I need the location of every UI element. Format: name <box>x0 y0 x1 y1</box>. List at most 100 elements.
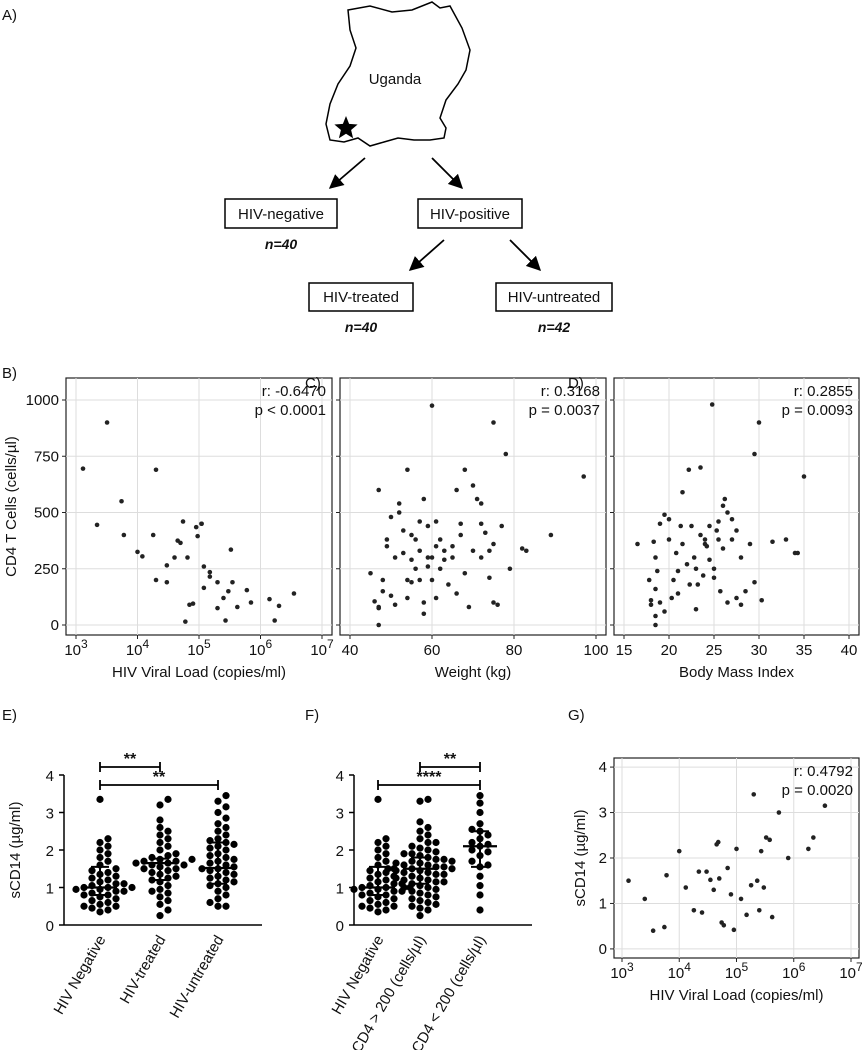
data-point <box>164 835 172 843</box>
y-tick-label: 2 <box>336 843 344 860</box>
data-point <box>437 537 443 542</box>
data-point <box>478 501 484 506</box>
data-point <box>424 831 432 839</box>
data-point <box>806 846 811 852</box>
data-point <box>374 838 382 847</box>
y-tick-label: 250 <box>34 561 59 578</box>
data-point <box>425 523 431 529</box>
data-point <box>153 577 159 583</box>
country-label: Uganda <box>369 71 422 88</box>
data-point <box>409 579 414 585</box>
data-point <box>156 816 164 824</box>
data-point <box>751 792 757 797</box>
data-point <box>135 549 140 555</box>
hiv-treated-n: n=40 <box>345 319 378 335</box>
x-tick-label: 106 <box>249 637 273 659</box>
data-point <box>429 577 435 583</box>
data-point <box>770 539 775 545</box>
data-point <box>476 792 484 800</box>
data-point <box>519 546 525 551</box>
data-point <box>424 846 432 854</box>
hiv-negative-label: HIV-negative <box>238 206 324 223</box>
data-point <box>437 566 443 572</box>
data-point <box>408 850 416 858</box>
data-point <box>148 853 156 862</box>
data-point <box>433 519 439 524</box>
data-point <box>448 865 456 873</box>
data-point <box>662 512 667 518</box>
data-point <box>88 867 96 875</box>
data-point <box>653 622 658 628</box>
x-tick-label: 40 <box>342 642 359 659</box>
data-point <box>388 514 394 520</box>
data-point <box>164 842 172 850</box>
stat-annotation: r: 0.2855 <box>794 383 853 400</box>
data-point <box>416 835 424 843</box>
panel-label-e: E) <box>2 707 17 724</box>
x-tick-label: 103 <box>64 637 88 659</box>
data-point <box>734 846 739 852</box>
data-point <box>72 885 80 893</box>
data-point <box>722 496 728 502</box>
data-point <box>491 600 496 605</box>
x-tick-label: 15 <box>616 642 633 659</box>
data-point <box>221 595 226 601</box>
data-point <box>416 844 424 852</box>
data-point <box>164 795 172 803</box>
x-tick-label: 35 <box>796 642 813 659</box>
data-point <box>720 503 726 509</box>
significance-label: ** <box>444 751 457 768</box>
data-point <box>466 604 472 610</box>
data-point <box>462 570 468 576</box>
data-point <box>104 835 112 843</box>
stat-annotation: p = 0.0093 <box>782 402 853 419</box>
data-point <box>758 848 764 854</box>
x-tick-label: 25 <box>706 642 723 659</box>
data-point <box>756 907 762 913</box>
data-point <box>476 891 484 899</box>
data-point <box>704 869 709 874</box>
data-point <box>187 602 192 608</box>
data-point <box>684 561 690 567</box>
data-point <box>429 403 435 408</box>
data-point <box>454 591 459 596</box>
data-point <box>700 573 706 578</box>
data-point <box>408 887 416 895</box>
data-point <box>272 618 277 623</box>
data-point <box>711 566 717 572</box>
data-point <box>680 541 685 547</box>
data-point <box>675 568 681 574</box>
y-tick-label: 3 <box>599 805 607 822</box>
data-point <box>400 883 408 892</box>
data-point <box>121 532 127 538</box>
hiv-positive-box <box>417 198 523 229</box>
data-point <box>673 550 679 556</box>
data-point <box>432 855 440 863</box>
data-point <box>785 855 791 861</box>
data-point <box>425 564 431 569</box>
data-point <box>468 846 476 854</box>
data-point <box>698 465 703 470</box>
data-point <box>698 532 703 538</box>
data-point <box>112 865 120 873</box>
hiv-negative-box <box>224 198 338 229</box>
data-point <box>738 602 744 608</box>
data-point <box>215 605 220 611</box>
data-point <box>96 900 104 908</box>
data-point <box>693 566 699 572</box>
data-point <box>635 541 640 547</box>
data-point <box>752 579 757 585</box>
study-site-star-icon <box>334 116 358 139</box>
data-point <box>474 496 480 502</box>
data-point <box>207 574 213 579</box>
data-point <box>686 467 692 473</box>
arrow-to-hiv-positive <box>431 157 464 190</box>
data-point <box>382 835 390 843</box>
data-point <box>206 844 214 852</box>
data-point <box>462 467 468 473</box>
data-point <box>206 852 214 860</box>
y-tick-label: 2 <box>46 843 54 860</box>
data-point <box>396 501 402 506</box>
data-point <box>442 548 447 554</box>
data-point <box>214 797 222 805</box>
